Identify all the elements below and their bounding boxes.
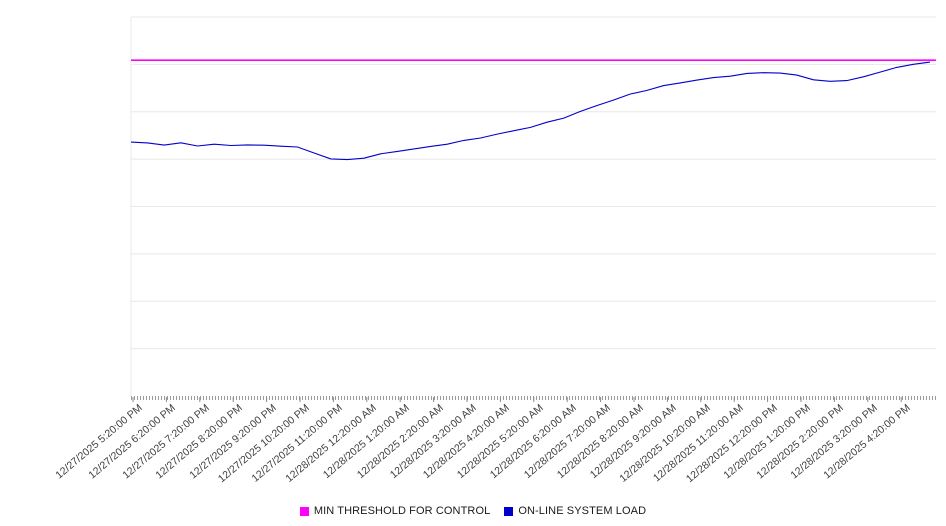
system-load-line bbox=[130, 61, 931, 161]
threshold-legend-swatch bbox=[299, 506, 309, 516]
threshold-legend-label: MIN THRESHOLD FOR CONTROL bbox=[313, 505, 491, 517]
legend-item-min-threshold[interactable]: MIN THRESHOLD FOR CONTROL bbox=[299, 505, 491, 517]
load-legend-swatch bbox=[504, 506, 514, 516]
legend: MIN THRESHOLD FOR CONTROL ON-LINE SYSTEM… bbox=[0, 505, 946, 517]
plot-area bbox=[130, 16, 936, 402]
legend-item-system-load[interactable]: ON-LINE SYSTEM LOAD bbox=[504, 505, 646, 517]
load-legend-label: ON-LINE SYSTEM LOAD bbox=[518, 505, 647, 517]
